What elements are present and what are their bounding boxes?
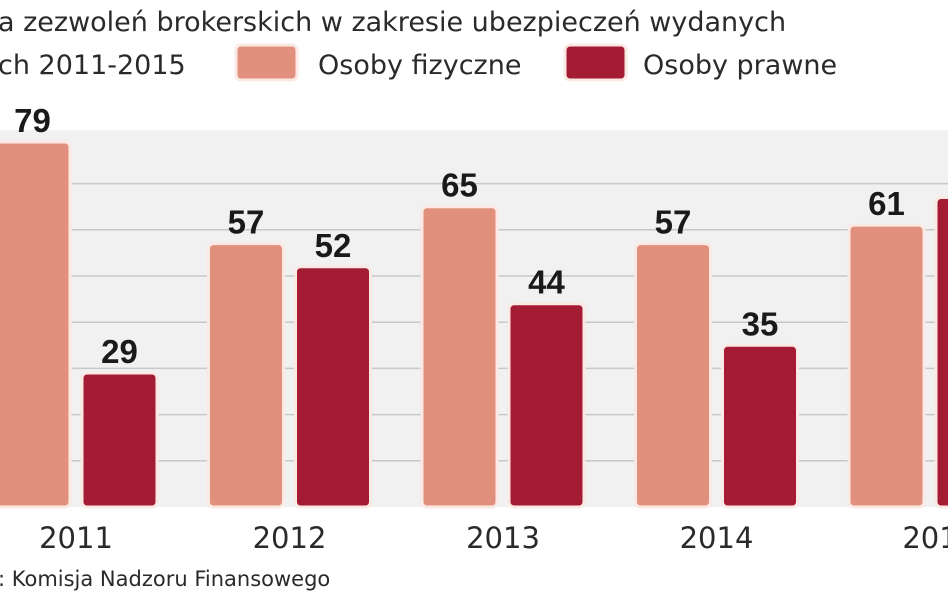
chart-title-line1: a zezwoleń brokerskich w zakresie ubezpi…: [0, 7, 786, 38]
bar-osoby-prawne-201: [934, 195, 948, 509]
bar-osoby-prawne-2013: [507, 302, 586, 509]
data-label: 61: [868, 185, 905, 222]
bar-osoby-fizyczne-2011: [0, 140, 72, 509]
bar-osoby-prawne-2011: [80, 371, 159, 509]
bar-osoby-fizyczne-201: [847, 223, 926, 509]
data-label: 65: [441, 167, 478, 204]
bar-osoby-fizyczne-2014: [634, 242, 712, 509]
data-label: 57: [655, 204, 692, 241]
x-tick-label: 2011: [39, 521, 113, 555]
bar-osoby-prawne-2012: [294, 265, 372, 509]
x-tick-label: 2013: [466, 521, 540, 555]
legend-label-osoby-fizyczne: Osoby fizyczne: [318, 50, 521, 81]
chart-title-line2: ch 2011-2015: [0, 50, 186, 81]
data-label: 79: [14, 102, 51, 139]
data-label: 57: [228, 204, 265, 241]
data-label: 29: [101, 333, 138, 370]
bar-osoby-prawne-2014: [721, 343, 799, 509]
legend-swatch-osoby-prawne: [563, 43, 628, 82]
legend-label-osoby-prawne: Osoby prawne: [643, 50, 837, 81]
data-label: 52: [315, 227, 352, 264]
data-label: 35: [742, 305, 779, 342]
x-tick-label: 2012: [253, 521, 327, 555]
bar-osoby-fizyczne-2013: [420, 205, 499, 509]
x-tick-label: 201: [902, 521, 948, 555]
bar-osoby-fizyczne-2012: [207, 242, 285, 509]
data-label: 44: [528, 264, 565, 301]
legend-swatch-osoby-fizyczne: [234, 43, 299, 82]
x-tick-label: 2014: [680, 521, 754, 555]
source-note: : Komisja Nadzoru Finansowego: [0, 567, 330, 591]
